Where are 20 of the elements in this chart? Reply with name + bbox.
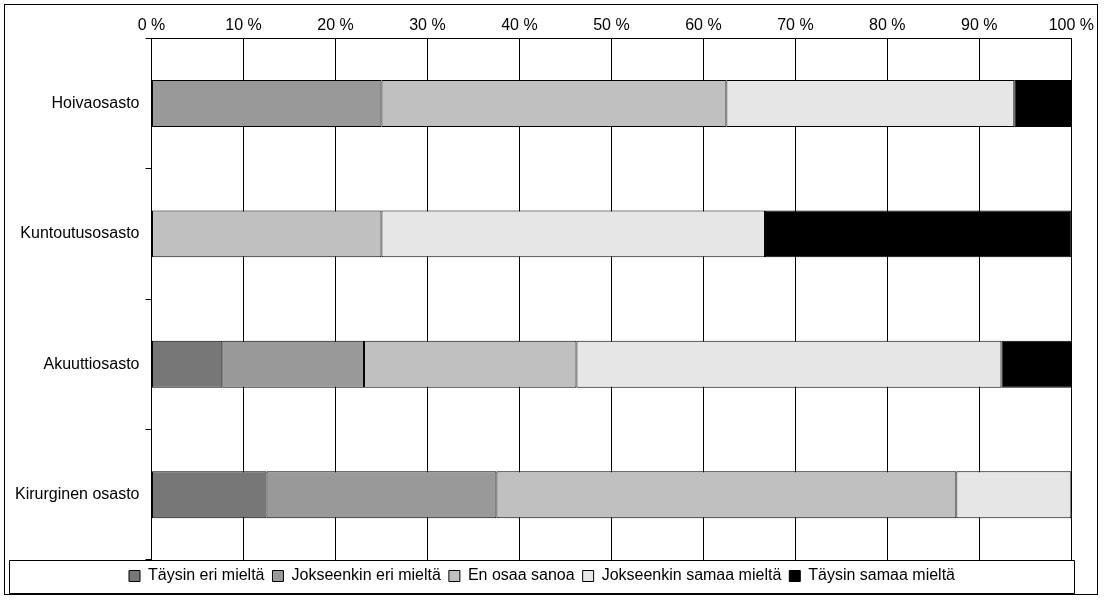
x-tick-label: 70 % [777, 16, 814, 34]
x-tick-label: 30 % [409, 16, 446, 34]
legend-label: Jokseenkin samaa mieltä [601, 566, 782, 584]
y-tick-label: Hoivaosasto [51, 93, 140, 111]
x-tick-label: 90 % [961, 16, 998, 34]
y-tick-label: Kuntoutusosasto [20, 224, 140, 242]
x-tick-label: 20 % [317, 16, 354, 34]
x-tick-label: 0 % [137, 16, 166, 34]
y-tick-label: Akuuttiosasto [43, 354, 140, 372]
legend-label: Täysin samaa mieltä [808, 566, 956, 584]
x-tick-label: 100 % [1048, 16, 1094, 34]
x-tick-label: 50 % [593, 16, 630, 34]
x-tick-label: 60 % [685, 16, 722, 34]
x-tick-label: 80 % [869, 16, 906, 34]
legend-label: Jokseenkin eri mieltä [291, 566, 441, 584]
x-tick-label: 10 % [225, 16, 262, 34]
legend-label: Täysin eri mieltä [148, 566, 265, 584]
legend-label: En osaa sanoa [467, 566, 575, 584]
y-tick-label: Kirurginen osasto [15, 485, 140, 503]
x-tick-label: 40 % [501, 16, 538, 34]
